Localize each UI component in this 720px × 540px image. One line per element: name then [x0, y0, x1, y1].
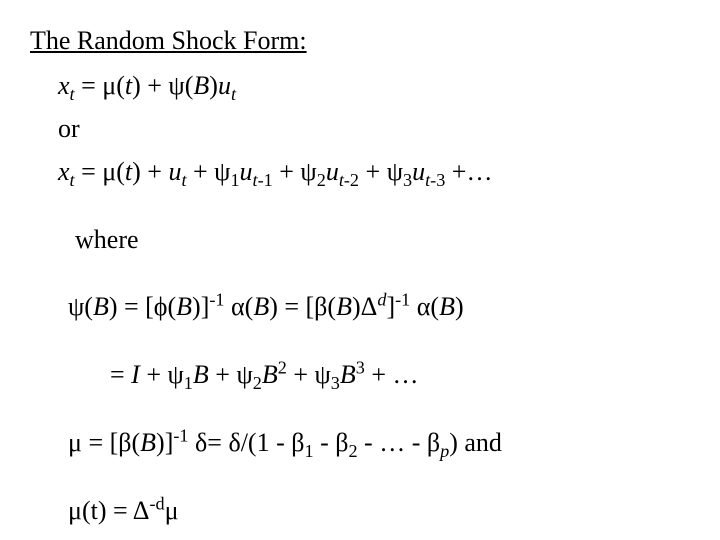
or-line: or	[58, 108, 690, 151]
psi-def-body: ψ(B) = [ϕ(B)]-1 α(B) = [β(B)Δd]-1 α(B)	[68, 292, 464, 321]
where-line: where	[75, 219, 690, 262]
psi-expansion: = I + ψ1B + ψ2B2 + ψ3B3 + …	[110, 354, 690, 397]
psi-exp-body: = I + ψ1B + ψ2B2 + ψ3B3 + …	[110, 360, 419, 389]
eq2-sub-t: t	[70, 170, 75, 190]
eq2-x: x	[58, 157, 70, 186]
mu-t-definition: μ(t) = Δ-dμ	[68, 490, 690, 533]
heading-title: The Random Shock Form:	[30, 20, 690, 63]
equation-1: xt = μ(t) + ψ(B)ut	[58, 65, 690, 108]
mu-def-body: μ = [β(B)]-1 δ= δ/(1 - β1 - β2 - … - βp)…	[68, 428, 502, 457]
mut-def-body: μ(t) = Δ-dμ	[68, 496, 179, 525]
eq1-lhs-var: x	[58, 71, 70, 100]
psi-definition: ψ(B) = [ϕ(B)]-1 α(B) = [β(B)Δd]-1 α(B)	[68, 286, 690, 329]
eq1-body: = μ(t) + ψ(B)u	[75, 71, 231, 100]
eq1-rhs-sub: t	[231, 84, 236, 104]
equation-2: xt = μ(t) + ut + ψ1ut-1 + ψ2ut-2 + ψ3ut-…	[58, 151, 690, 194]
eq2-body: = μ(t) + ut + ψ1ut-1 + ψ2ut-2 + ψ3ut-3 +…	[75, 157, 493, 186]
mu-definition: μ = [β(B)]-1 δ= δ/(1 - β1 - β2 - … - βp)…	[68, 422, 690, 465]
